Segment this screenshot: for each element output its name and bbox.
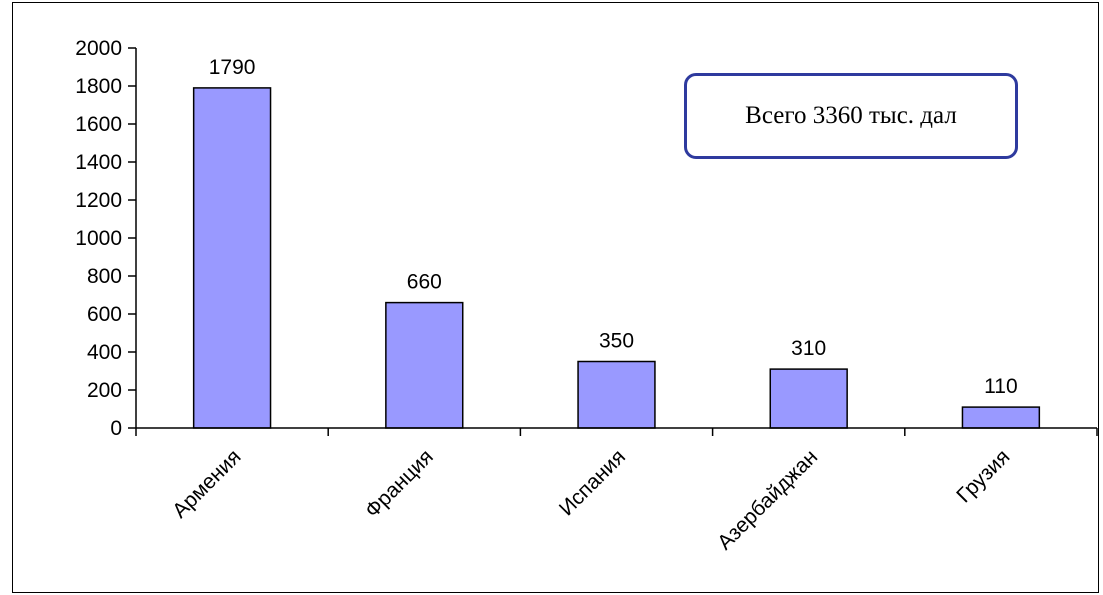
y-tick-label: 1000: [75, 227, 122, 250]
total-callout-text: Всего 3360 тыс. дал: [745, 102, 957, 129]
y-tick-label: 200: [87, 379, 122, 402]
category-label: Испания: [555, 445, 630, 520]
bar: [769, 368, 848, 429]
bar: [961, 406, 1041, 429]
y-tick-label: 2000: [75, 37, 122, 60]
total-callout-box: Всего 3360 тыс. дал: [684, 73, 1018, 159]
y-tick-label: 0: [110, 417, 122, 440]
data-label: 350: [599, 330, 634, 353]
y-tick-label: 1800: [75, 75, 122, 98]
y-tick-label: 600: [87, 303, 122, 326]
data-label: 660: [407, 271, 442, 294]
bar: [385, 301, 464, 429]
category-label: Грузия: [952, 445, 1014, 507]
category-label: Армения: [168, 445, 245, 522]
axes-layer: [128, 47, 1098, 436]
bar: [577, 360, 656, 429]
y-tick-label: 800: [87, 265, 122, 288]
y-tick-label: 1400: [75, 151, 122, 174]
y-tick-label: 1600: [75, 113, 122, 136]
bars-layer: [192, 87, 1041, 429]
category-label: Азербайджан: [713, 445, 822, 554]
data-label: 1790: [209, 56, 256, 79]
bar: [192, 87, 272, 429]
data-label: 310: [791, 337, 826, 360]
category-label: Франция: [361, 445, 438, 522]
y-tick-label: 1200: [75, 189, 122, 212]
data-label: 110: [984, 375, 1017, 398]
y-tick-label: 400: [87, 341, 122, 364]
